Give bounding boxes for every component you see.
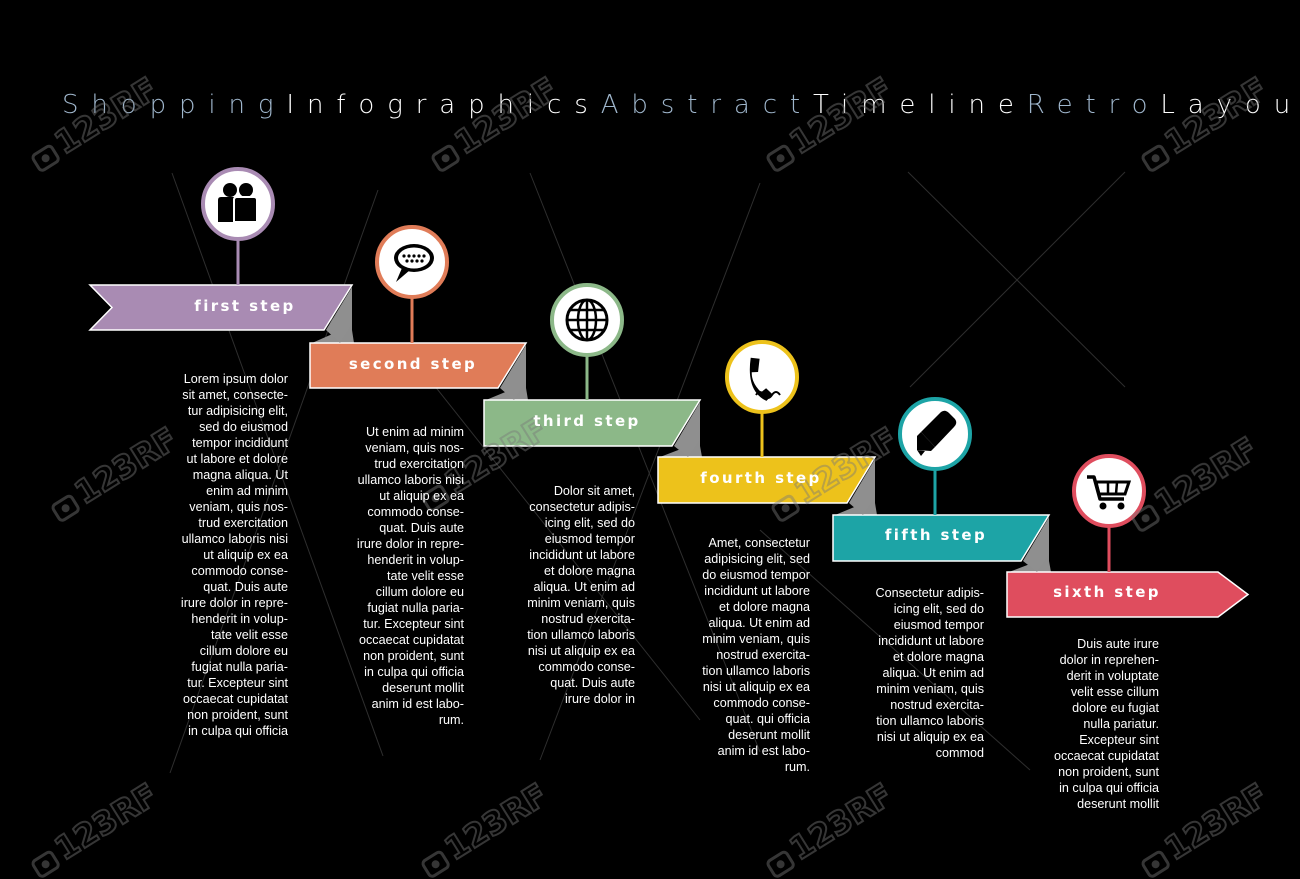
watermark: 123RF xyxy=(421,775,555,878)
title-word: Timeline xyxy=(813,90,1027,120)
title-word: Shopping xyxy=(62,90,287,120)
watermark: 123RF xyxy=(1141,69,1275,172)
step-description-4: Amet, consectetur adipisicing elit, sed … xyxy=(702,536,810,774)
watermark-text: 123RF xyxy=(1148,430,1264,522)
ribbon-fold xyxy=(660,408,702,457)
watermark-text: 123RF xyxy=(783,776,899,868)
watermark-text: 123RF xyxy=(1158,70,1274,162)
step-description-1: Lorem ipsum dolor sit amet, consecte- tu… xyxy=(180,372,288,738)
ribbon-5 xyxy=(832,514,1051,562)
watermark: 123RF xyxy=(51,419,185,522)
title-word: Retro xyxy=(1026,90,1161,120)
step-description-5: Consectetur adipis- icing elit, sed do e… xyxy=(875,586,985,760)
ribbon-fold-shade xyxy=(849,459,875,515)
ribbon-fold-shade xyxy=(1023,517,1049,572)
watermark-text: 123RF xyxy=(448,70,564,162)
watermark: 123RF xyxy=(31,69,165,172)
watermark-text: 123RF xyxy=(48,70,164,162)
ribbon-1 xyxy=(88,284,354,331)
step-label-5: fifth step xyxy=(884,526,988,544)
page-title: ShoppingInfographicsAbstractTimelineRetr… xyxy=(62,88,1300,122)
step-label-4: fourth step xyxy=(700,469,822,487)
step-label-1: first step xyxy=(194,297,296,315)
watermark: 123RF xyxy=(431,69,565,172)
watermark: 123RF xyxy=(766,775,900,878)
watermark: 123RF xyxy=(766,69,900,172)
step-description-6: Duis aute irure dolor in reprehen- derit… xyxy=(1053,637,1159,811)
ribbon-fold-shade xyxy=(500,345,526,400)
phone-icon xyxy=(749,357,781,401)
globe-icon xyxy=(565,298,609,342)
ribbon-fold-shade xyxy=(326,287,352,343)
ribbon-fold-shade xyxy=(674,402,700,457)
title-word: Infographics xyxy=(286,90,601,120)
watermark-text: 123RF xyxy=(438,776,554,868)
step-description-3: Dolor sit amet, consectetur adipis- icin… xyxy=(527,484,635,706)
ribbon-4 xyxy=(657,456,877,504)
ribbon-fold xyxy=(1009,523,1051,572)
watermark-text: 123RF xyxy=(48,776,164,868)
watermark-lines xyxy=(169,171,1126,774)
ribbon-6 xyxy=(1006,571,1250,618)
step-description-2: Ut enim ad minim veniam, quis nos- trud … xyxy=(356,425,464,727)
watermark-text: 123RF xyxy=(783,70,899,162)
ribbon-2 xyxy=(309,342,528,389)
people-icon xyxy=(218,183,258,223)
ribbon-3 xyxy=(483,399,702,447)
speech-bubble-icon xyxy=(394,244,434,282)
watermark-text: 123RF xyxy=(1158,776,1274,868)
step-label-6: sixth step xyxy=(1053,583,1161,601)
icon-ring xyxy=(725,340,799,414)
step-label-2: second step xyxy=(348,355,478,373)
watermark-text: 123RF xyxy=(68,420,184,512)
title-word: Layout xyxy=(1160,90,1300,120)
marker-icon xyxy=(917,410,957,456)
shopping-cart-icon xyxy=(1087,475,1132,510)
watermark: 123RF xyxy=(31,775,165,878)
title-word: Abstract xyxy=(600,90,814,120)
step-label-3: third step xyxy=(533,412,641,430)
